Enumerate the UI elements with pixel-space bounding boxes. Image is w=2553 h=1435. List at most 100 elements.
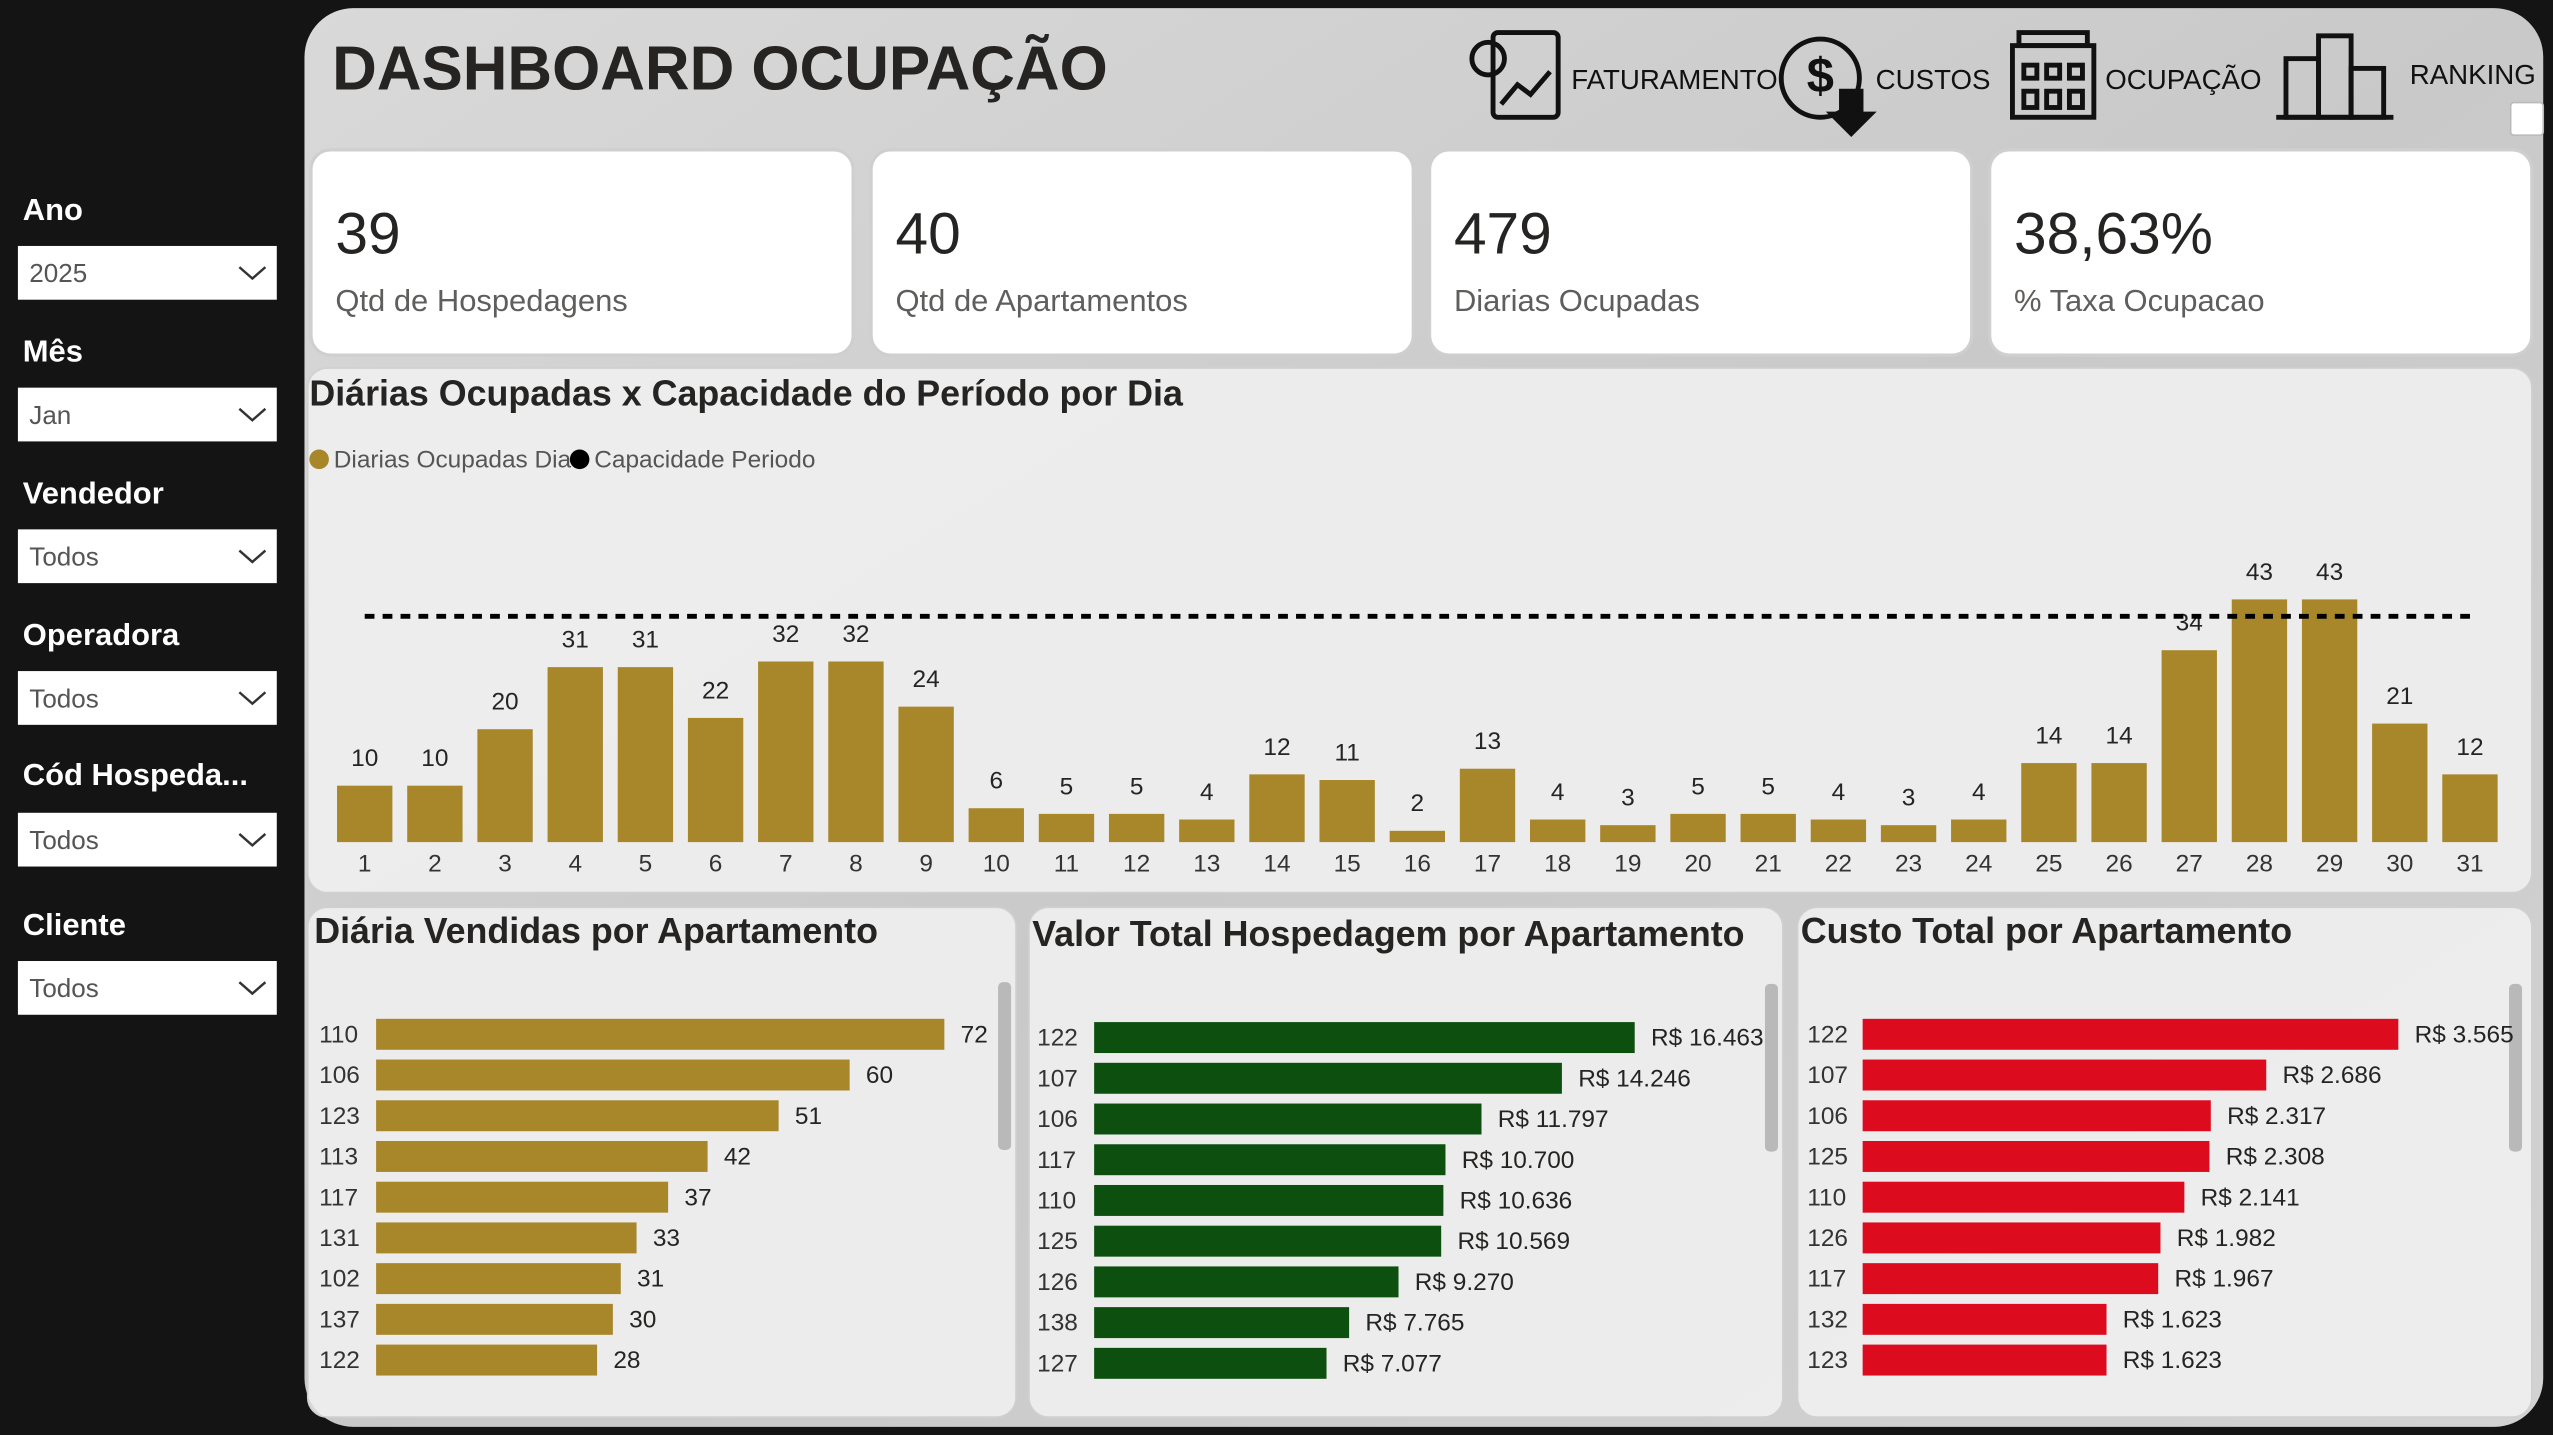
bar xyxy=(1862,1100,2211,1132)
faturamento-icon[interactable] xyxy=(1469,30,1561,120)
x-tick-label: 14 xyxy=(1263,850,1290,877)
filter-dropdown[interactable] xyxy=(17,671,277,725)
bar xyxy=(477,729,533,843)
bar xyxy=(1459,768,1516,843)
filter-value: Todos xyxy=(29,683,99,713)
dropdown-chevron xyxy=(238,691,267,706)
filter-label: Operadora xyxy=(23,617,180,652)
y-tick-label: 126 xyxy=(1807,1225,1848,1252)
ranking-icon[interactable] xyxy=(2276,33,2394,120)
filter-label: Cliente xyxy=(23,907,126,942)
x-tick-label: 25 xyxy=(2035,850,2062,877)
y-tick-label: 110 xyxy=(1037,1188,1076,1215)
scrollbar[interactable] xyxy=(2509,983,2523,1152)
dropdown-chevron xyxy=(238,981,267,996)
data-label: 5 xyxy=(1130,773,1144,800)
y-tick-label: 117 xyxy=(1807,1266,1846,1293)
bar xyxy=(1862,1222,2161,1254)
x-tick-label: 27 xyxy=(2176,850,2203,877)
bar xyxy=(898,706,954,843)
kpi-card xyxy=(1427,148,1974,357)
x-tick-label: 28 xyxy=(2246,850,2273,877)
kpi-label: Qtd de Hospedagens xyxy=(335,283,627,318)
dropdown-chevron xyxy=(238,266,267,281)
bar xyxy=(547,667,603,843)
y-tick-label: 106 xyxy=(1037,1106,1078,1133)
filter-dropdown[interactable] xyxy=(17,961,277,1015)
filter-dropdown[interactable] xyxy=(17,812,277,867)
data-label: 5 xyxy=(1691,773,1705,800)
bar xyxy=(1108,813,1165,843)
data-label: 10 xyxy=(421,745,448,772)
filter-dropdown[interactable] xyxy=(17,245,277,300)
kpi-label: Qtd de Apartamentos xyxy=(896,283,1188,318)
y-tick-label: 126 xyxy=(1037,1269,1078,1296)
bar xyxy=(376,1222,637,1254)
nav-link[interactable]: FATURAMENTO xyxy=(1571,64,1777,95)
y-tick-label: 122 xyxy=(1037,1025,1078,1052)
x-tick-label: 17 xyxy=(1474,850,1501,877)
dropdown-chevron xyxy=(238,549,267,564)
bar xyxy=(1862,1018,2399,1050)
bar xyxy=(1951,819,2007,843)
bar xyxy=(1249,774,1305,843)
bar xyxy=(2091,763,2147,843)
dropdown-chevron xyxy=(238,407,267,422)
nav-link[interactable]: CUSTOS xyxy=(1876,64,1991,95)
y-tick-label: 107 xyxy=(1037,1065,1078,1092)
y-tick-label: 110 xyxy=(319,1021,358,1048)
bar xyxy=(1179,819,1235,843)
scrollbar[interactable] xyxy=(998,982,1012,1150)
y-tick-label: 117 xyxy=(319,1184,358,1211)
filter-value: Todos xyxy=(29,973,99,1003)
data-label: R$ 7.077 xyxy=(1343,1350,1442,1377)
bar xyxy=(2301,599,2358,843)
data-label: 42 xyxy=(724,1144,751,1171)
bar xyxy=(1094,1062,1562,1094)
ocupacao-icon[interactable] xyxy=(2009,30,2097,120)
bar xyxy=(376,1181,669,1213)
data-label: 22 xyxy=(702,677,729,704)
filter-label: Vendedor xyxy=(23,475,164,510)
data-label: R$ 2.686 xyxy=(2283,1062,2382,1089)
kpi-value: 479 xyxy=(1454,201,1552,266)
x-tick-label: 24 xyxy=(1965,850,1992,877)
filter-value: Todos xyxy=(29,542,99,572)
bar xyxy=(2442,774,2498,843)
bar xyxy=(1319,780,1375,843)
data-label: R$ 2.317 xyxy=(2227,1103,2326,1130)
bar xyxy=(828,661,884,843)
filter-button[interactable] xyxy=(2509,101,2545,137)
bar xyxy=(376,1344,598,1376)
data-label: 12 xyxy=(1263,734,1290,761)
bar xyxy=(617,667,674,843)
bar xyxy=(1094,1144,1446,1176)
x-tick-label: 20 xyxy=(1684,850,1711,877)
data-label: 4 xyxy=(1551,779,1565,806)
dropdown-chevron xyxy=(238,833,267,847)
x-tick-label: 8 xyxy=(849,850,863,877)
chart-title: Valor Total Hospedagem por Apartamento xyxy=(1032,914,1744,954)
x-tick-label: 6 xyxy=(709,850,723,877)
x-tick-label: 18 xyxy=(1544,850,1571,877)
chart-title: Diárias Ocupadas x Capacidade do Período… xyxy=(309,373,1184,413)
filter-dropdown[interactable] xyxy=(17,387,277,442)
data-label: R$ 1.967 xyxy=(2174,1266,2273,1293)
filter-dropdown[interactable] xyxy=(17,529,277,584)
data-label: 5 xyxy=(1060,773,1074,800)
data-label: 37 xyxy=(684,1184,711,1211)
nav-link[interactable]: RANKING xyxy=(2410,59,2536,90)
data-label: 28 xyxy=(613,1347,640,1374)
nav-link[interactable]: OCUPAÇÃO xyxy=(2105,64,2261,95)
x-tick-label: 1 xyxy=(358,850,372,877)
data-label: 60 xyxy=(866,1062,893,1089)
scrollbar[interactable] xyxy=(1764,983,1778,1152)
bar xyxy=(1530,819,1586,843)
data-label: 31 xyxy=(637,1266,664,1293)
bar xyxy=(758,661,814,843)
custos-icon[interactable]: $ xyxy=(1778,36,1877,138)
bar xyxy=(2021,763,2077,843)
x-tick-label: 2 xyxy=(428,850,442,877)
